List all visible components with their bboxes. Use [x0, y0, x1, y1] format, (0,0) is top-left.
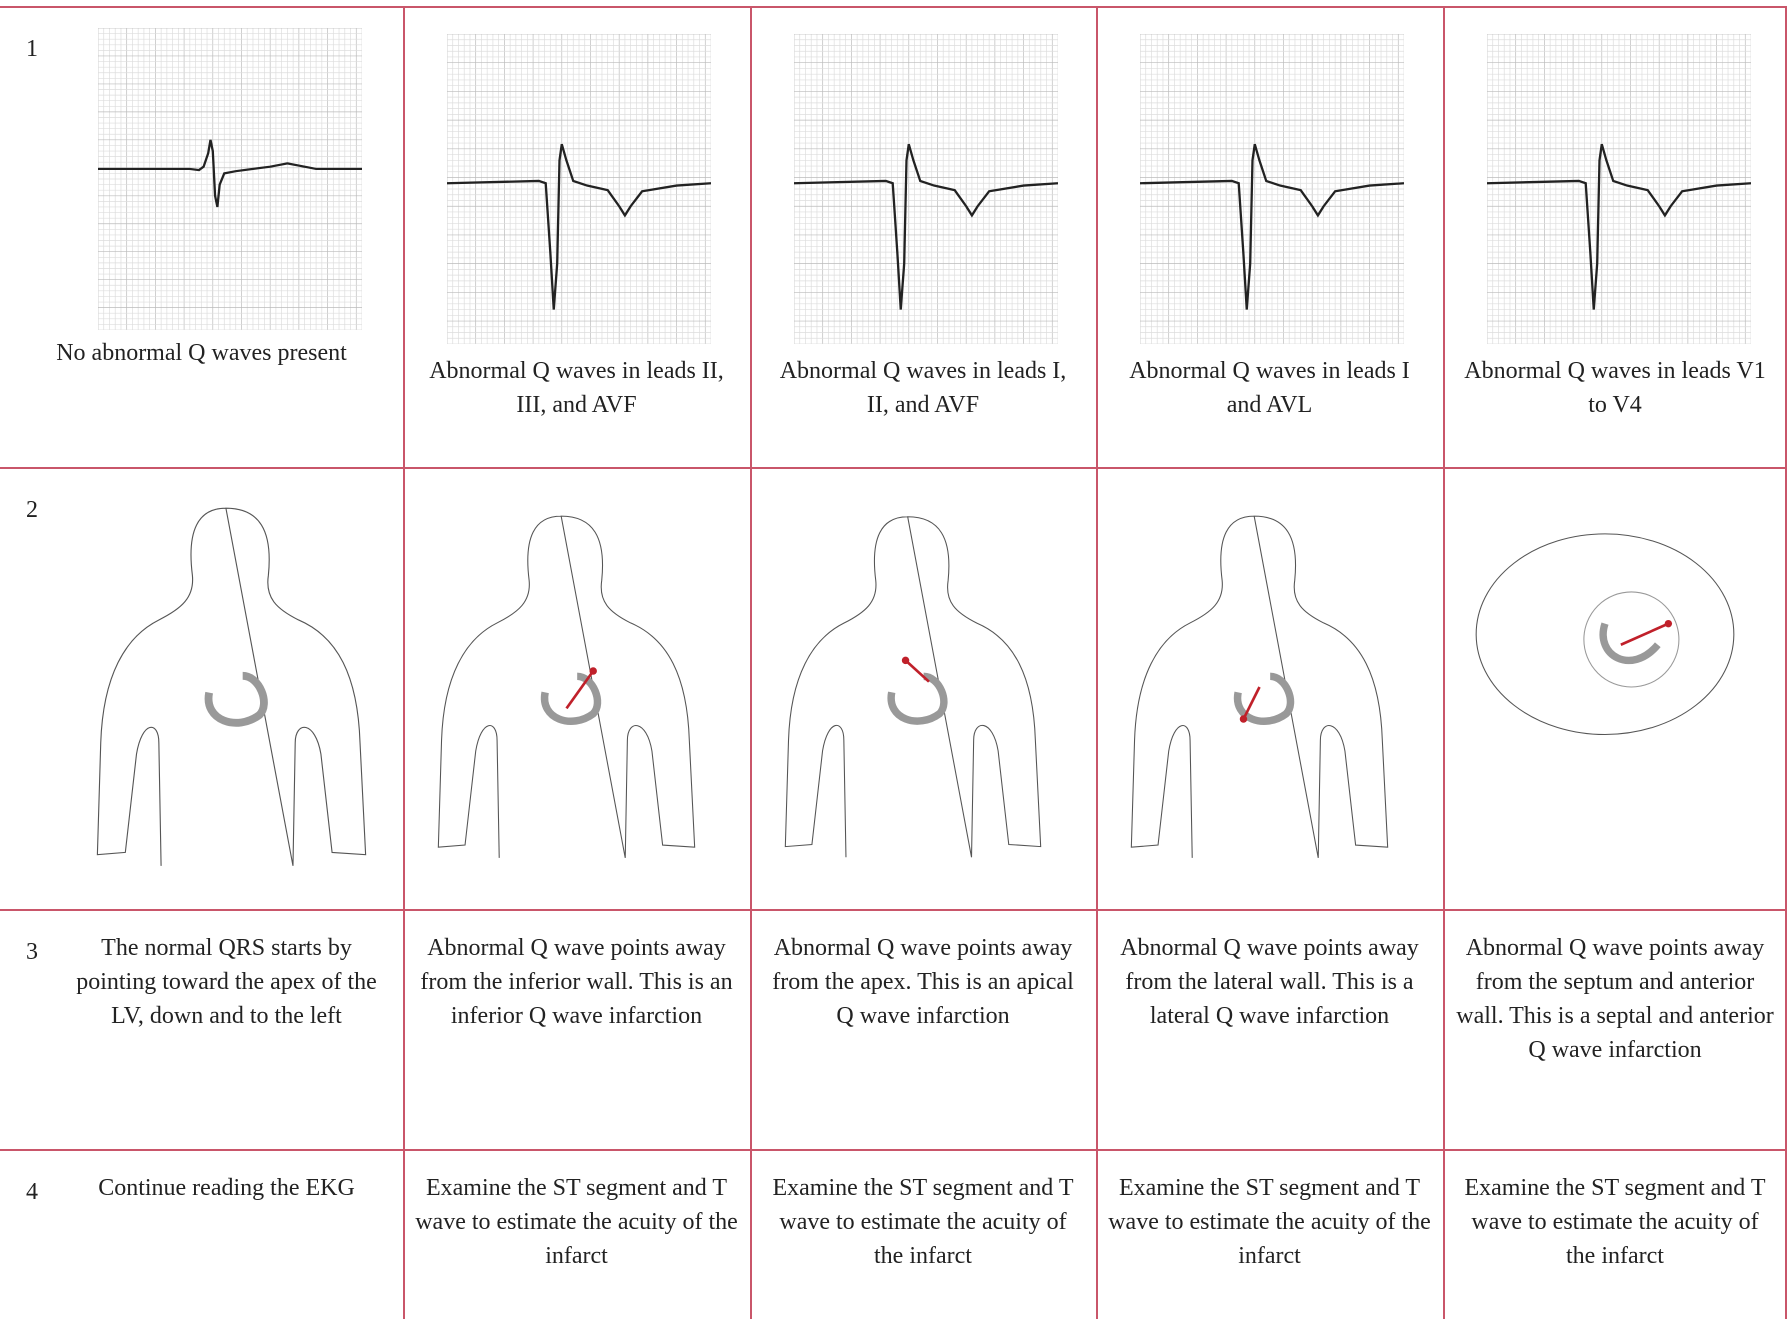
caption: No abnormal Q waves present [56, 340, 347, 366]
body-outline [784, 516, 1042, 858]
ekg-wave [447, 143, 711, 310]
border [0, 6, 1787, 8]
border [0, 909, 1787, 911]
row-number: 2 [26, 497, 38, 523]
border [750, 6, 752, 1319]
vector-arrow [904, 659, 930, 683]
border [403, 6, 405, 1319]
body-outline [437, 515, 696, 858]
ekg-wave [98, 139, 362, 208]
cell-text: Abnormal Q wave points away from the lat… [1120, 935, 1419, 1029]
cell-text: Examine the ST segment and T wave to est… [415, 1175, 738, 1269]
ekg-strip [1487, 34, 1751, 344]
row-number: 3 [26, 939, 38, 965]
cell-text: Continue reading the EKG [98, 1175, 355, 1201]
border [1096, 6, 1098, 1319]
arrow-head [1239, 715, 1248, 723]
ekg-strip [447, 34, 711, 344]
border [1785, 6, 1787, 1319]
ekg-strip [98, 28, 362, 330]
border [1443, 6, 1445, 1319]
border [0, 467, 1787, 469]
cell-text: Examine the ST segment and T wave to est… [1108, 1175, 1431, 1269]
body-outline [1130, 515, 1389, 858]
arrow-head [589, 667, 597, 675]
heart-circle [1583, 591, 1680, 688]
ventricle [887, 672, 948, 725]
heart-diagram [1475, 533, 1735, 736]
caption: Abnormal Q waves in leads I, II, and AVF [779, 358, 1067, 418]
heart-diagram [96, 507, 367, 866]
ekg-wave [1487, 143, 1751, 310]
vector-arrow [1242, 686, 1261, 720]
body-outline [96, 507, 367, 866]
cell-text: Abnormal Q wave points away from the sep… [1456, 935, 1774, 1063]
arrow-head [1664, 619, 1673, 628]
heart-diagram [784, 516, 1042, 858]
ekg-strip [794, 34, 1058, 344]
ventricle [1233, 672, 1295, 725]
cell-text: Examine the ST segment and T wave to est… [1464, 1175, 1766, 1269]
heart-diagram [437, 515, 696, 858]
vector-arrow [565, 670, 595, 710]
ventricle [540, 672, 602, 725]
row-number: 1 [26, 36, 38, 62]
ekg-wave [794, 143, 1058, 310]
chest-section [1475, 533, 1735, 736]
ventricle [204, 671, 268, 727]
ekg-wave [1140, 143, 1404, 310]
cell-text: Examine the ST segment and T wave to est… [772, 1175, 1074, 1269]
arrow-head [901, 656, 910, 665]
caption: Abnormal Q waves in leads I and AVL [1129, 358, 1410, 418]
cell-text: Abnormal Q wave points away from the ape… [772, 935, 1074, 1029]
ekg-strip [1140, 34, 1404, 344]
caption: Abnormal Q waves in leads II, III, and A… [429, 358, 724, 418]
heart-diagram [1130, 515, 1389, 858]
vector-arrow [1620, 622, 1669, 646]
cell-text: The normal QRS starts by pointing toward… [76, 935, 377, 1029]
border [0, 1149, 1787, 1151]
caption: Abnormal Q waves in leads V1 to V4 [1464, 358, 1766, 418]
cell-text: Abnormal Q wave points away from the inf… [420, 935, 733, 1029]
row-number: 4 [26, 1179, 38, 1205]
ventricle [1599, 622, 1661, 665]
